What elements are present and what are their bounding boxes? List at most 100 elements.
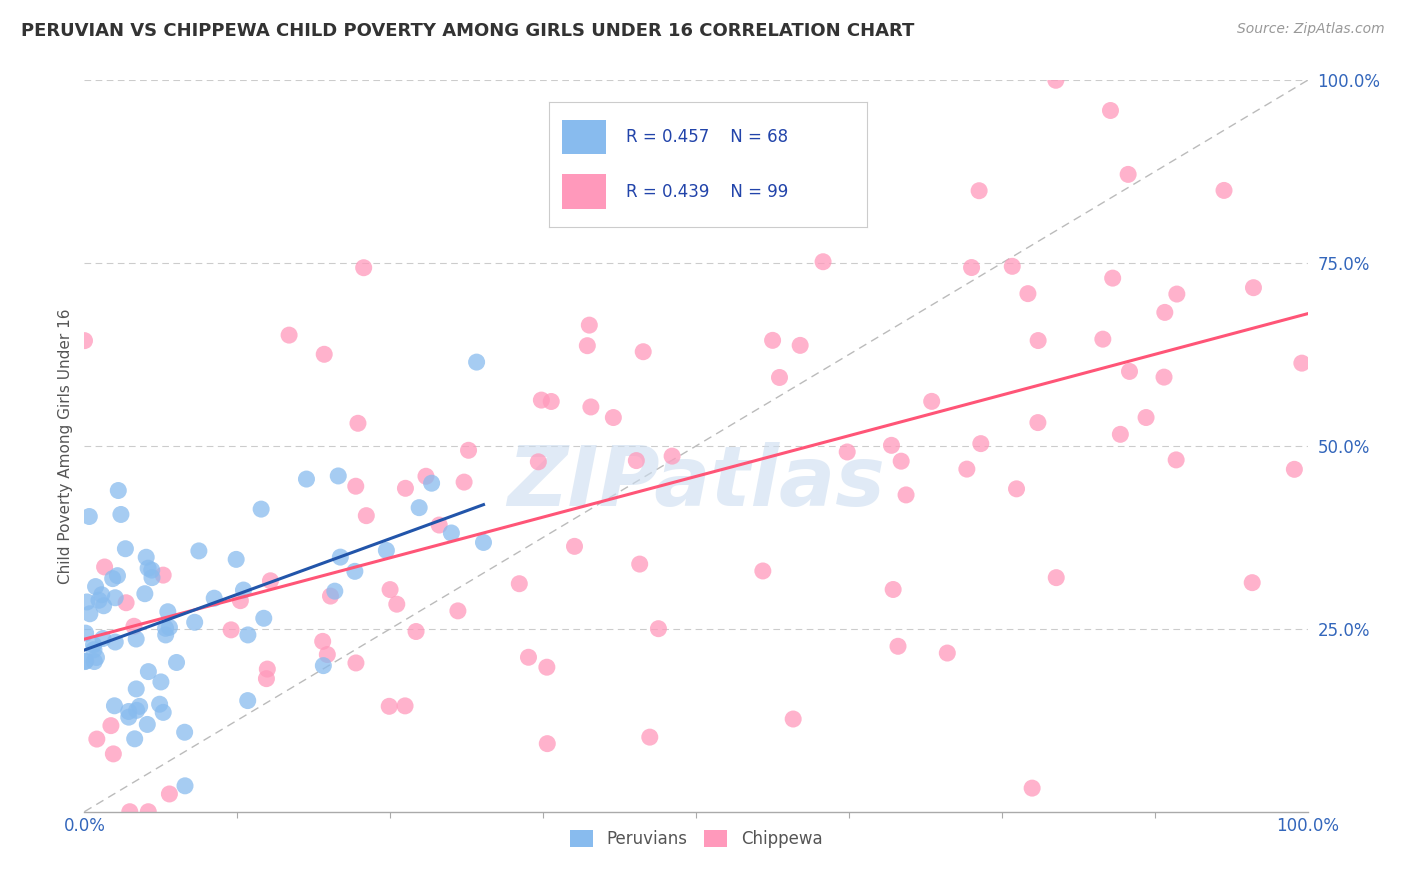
Point xyxy=(1135,410,1157,425)
Point xyxy=(394,698,416,713)
Point xyxy=(173,725,195,739)
Point xyxy=(316,648,339,662)
Point xyxy=(312,658,335,673)
Point xyxy=(347,417,370,431)
Point xyxy=(921,394,943,409)
Point xyxy=(136,717,159,731)
Point xyxy=(83,638,105,652)
Point xyxy=(225,552,247,566)
Point xyxy=(79,509,101,524)
Point xyxy=(329,550,352,565)
Point xyxy=(136,805,159,819)
Point xyxy=(1109,427,1132,442)
Point xyxy=(508,576,530,591)
Point xyxy=(91,632,114,646)
Point xyxy=(517,650,540,665)
Point xyxy=(104,635,127,649)
Point xyxy=(110,508,132,522)
Point xyxy=(79,607,101,621)
Point xyxy=(295,472,318,486)
Point xyxy=(661,449,683,463)
Legend: Peruvians, Chippewa: Peruvians, Chippewa xyxy=(562,823,830,855)
Point xyxy=(93,560,115,574)
Point xyxy=(408,500,430,515)
Point xyxy=(536,737,558,751)
Point xyxy=(1116,168,1139,182)
Point xyxy=(887,640,910,654)
Point xyxy=(420,476,443,491)
Point xyxy=(1166,287,1188,301)
Point xyxy=(378,582,401,597)
Point xyxy=(103,698,125,713)
Point xyxy=(187,544,209,558)
Point xyxy=(527,455,550,469)
Point xyxy=(1291,356,1313,370)
Point xyxy=(236,693,259,707)
Point xyxy=(136,561,159,575)
Point xyxy=(115,596,138,610)
Point xyxy=(83,655,105,669)
Point xyxy=(344,656,367,670)
Point xyxy=(86,732,108,747)
Point xyxy=(540,394,562,409)
Point xyxy=(319,589,342,603)
Point xyxy=(638,730,661,744)
Point xyxy=(114,541,136,556)
Point xyxy=(626,453,648,467)
Point xyxy=(356,508,378,523)
Point xyxy=(166,656,188,670)
Point xyxy=(103,747,125,761)
Point xyxy=(894,488,917,502)
Point xyxy=(1118,364,1140,378)
Point xyxy=(323,584,346,599)
Point xyxy=(118,805,141,819)
Point xyxy=(118,710,141,724)
Point xyxy=(219,623,242,637)
Point xyxy=(344,479,367,493)
Point xyxy=(141,563,163,577)
Point xyxy=(405,624,427,639)
Point xyxy=(789,338,811,352)
Point xyxy=(1241,575,1264,590)
Point xyxy=(1017,286,1039,301)
Point xyxy=(124,731,146,746)
Point xyxy=(138,665,160,679)
Point xyxy=(811,254,834,268)
Point xyxy=(128,699,150,714)
Point xyxy=(1284,462,1306,476)
Point xyxy=(118,705,141,719)
Point xyxy=(1021,781,1043,796)
Point xyxy=(579,400,602,414)
Point xyxy=(75,626,97,640)
Point xyxy=(1005,482,1028,496)
Point xyxy=(254,672,277,686)
Point xyxy=(253,611,276,625)
Point xyxy=(576,339,599,353)
Point xyxy=(157,787,180,801)
Point xyxy=(1213,183,1236,197)
Point xyxy=(647,104,669,119)
Point xyxy=(880,438,903,452)
Point xyxy=(1099,103,1122,118)
Point xyxy=(73,334,96,348)
Point xyxy=(631,344,654,359)
Point xyxy=(472,535,495,549)
Point xyxy=(1045,571,1067,585)
Point xyxy=(385,597,408,611)
Point xyxy=(107,568,129,582)
Point xyxy=(83,642,105,657)
Point xyxy=(314,347,336,361)
Point xyxy=(882,582,904,597)
Point xyxy=(602,410,624,425)
Point xyxy=(101,572,124,586)
Point xyxy=(838,147,860,161)
Point xyxy=(125,681,148,696)
Point xyxy=(75,654,97,668)
Point xyxy=(960,260,983,275)
Point xyxy=(378,699,401,714)
Point xyxy=(1243,281,1265,295)
Point xyxy=(1045,73,1067,87)
Point xyxy=(125,632,148,646)
Point xyxy=(353,260,375,275)
Point xyxy=(1091,332,1114,346)
